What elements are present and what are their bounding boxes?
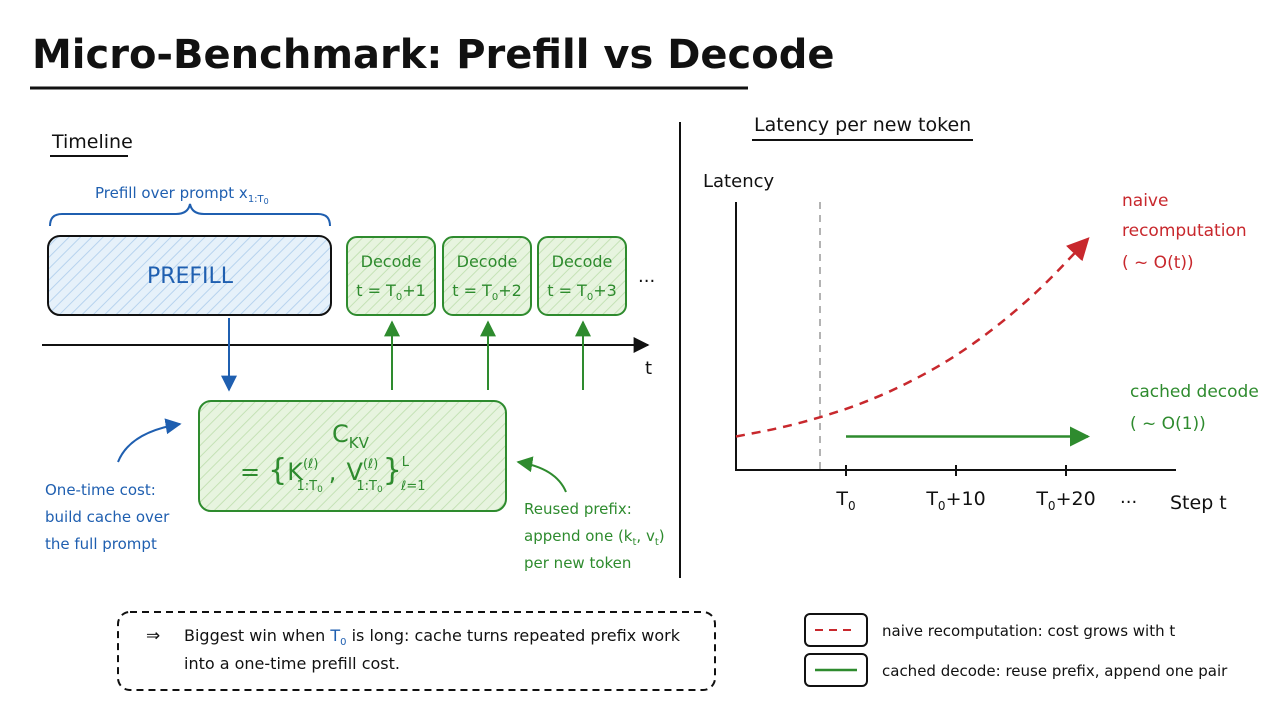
series-line-naive-recomputation bbox=[735, 237, 1090, 438]
y-axis-label: Latency bbox=[703, 171, 774, 192]
kv-cache-box bbox=[198, 400, 507, 512]
prefill-box bbox=[47, 235, 332, 316]
callout-box bbox=[117, 611, 716, 691]
one-time-cost-note: One-time cost: build cache over the full… bbox=[45, 481, 174, 553]
cached-series-label: cached decode ( ~ O(1)) bbox=[1130, 382, 1264, 434]
chart-title: Latency per new token bbox=[754, 114, 971, 136]
decode-box-3-title: Decode bbox=[552, 252, 613, 271]
decode-box-1-step: t = T0+1 bbox=[356, 281, 426, 303]
x-more-ellipsis: ... bbox=[1120, 487, 1137, 508]
decode-box-1: Decode t = T0+1 bbox=[346, 236, 436, 316]
callout-arrow: ⇒ bbox=[146, 626, 160, 646]
legend-cached-text: cached decode: reuse prefix, append one … bbox=[882, 662, 1228, 680]
x-axis-label: Step t bbox=[1170, 492, 1227, 514]
decode-box-3: Decode t = T0+3 bbox=[537, 236, 627, 316]
naive-series-label: naive recomputation ( ~ O(t)) bbox=[1122, 191, 1252, 273]
legend-cached: cached decode: reuse prefix, append one … bbox=[804, 653, 1228, 687]
page-title: Micro-Benchmark: Prefill vs Decode bbox=[32, 32, 835, 78]
x-tick-label-2: T0+10 bbox=[925, 488, 985, 513]
decode-box-2-title: Decode bbox=[457, 252, 518, 271]
one-time-cost-arrow bbox=[117, 418, 182, 463]
callout-line-2: into a one-time prefill cost. bbox=[184, 654, 400, 673]
x-ticks: T0 T0+10 T0+20 bbox=[835, 465, 1096, 513]
callout-line-1: Biggest win when T0 is long: cache turns… bbox=[184, 626, 681, 648]
legend-naive: naive recomputation: cost grows with t bbox=[804, 613, 1175, 647]
reused-prefix-note: Reused prefix: append one (kt, vt) per n… bbox=[524, 500, 669, 572]
x-tick-label-3: T0+20 bbox=[1035, 488, 1095, 513]
decode-box-2-step: t = T0+2 bbox=[452, 281, 522, 303]
chart-series bbox=[735, 237, 1090, 447]
reused-prefix-arrow bbox=[516, 456, 567, 493]
x-tick-label-1: T0 bbox=[835, 488, 855, 513]
decode-more-ellipsis: ... bbox=[638, 266, 655, 287]
prefill-box-label: PREFILL bbox=[147, 264, 234, 289]
time-axis-label: t bbox=[645, 358, 652, 379]
timeline-heading: Timeline bbox=[51, 131, 133, 153]
prefill-brace-label: Prefill over prompt x1:T0 bbox=[95, 184, 269, 206]
legend-naive-text: naive recomputation: cost grows with t bbox=[882, 622, 1175, 640]
prefill-brace bbox=[49, 203, 331, 227]
decode-box-2: Decode t = T0+2 bbox=[442, 236, 532, 316]
kv-cache-title: CKV bbox=[332, 420, 370, 452]
decode-box-1-title: Decode bbox=[361, 252, 422, 271]
kv-cache-formula: = {K(ℓ) 1:T0, V(ℓ) 1:T0}L ℓ=1 bbox=[240, 453, 426, 495]
decode-box-3-step: t = T0+3 bbox=[547, 281, 617, 303]
